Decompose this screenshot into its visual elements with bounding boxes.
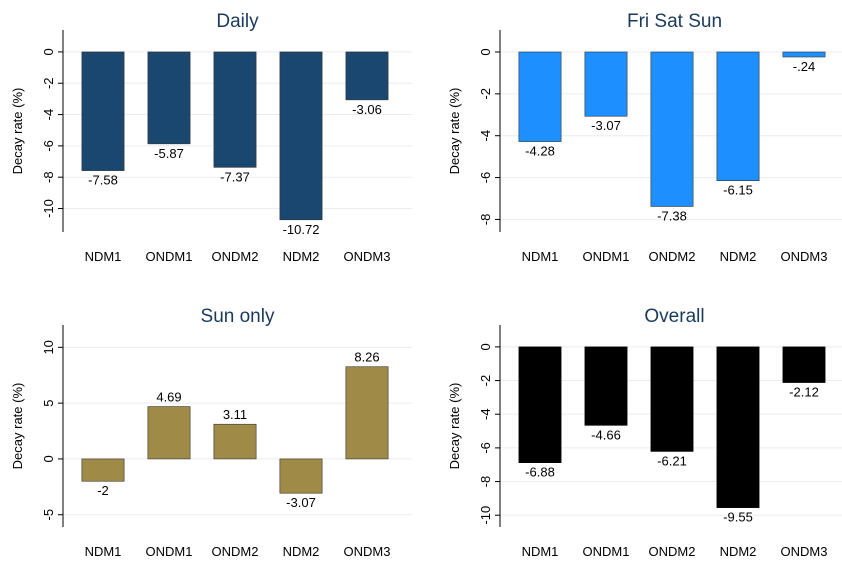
- y-axis-title: Decay rate (%): [10, 88, 25, 175]
- bar: [213, 51, 257, 168]
- data-label: -6.88: [525, 465, 555, 480]
- data-label: 3.11: [223, 407, 247, 422]
- data-label: -4.66: [591, 427, 621, 442]
- x-tick-label: NDM2: [720, 249, 757, 264]
- data-label: -7.37: [220, 169, 250, 184]
- y-tick-label: 0: [478, 48, 493, 55]
- x-tick-label: ONDM2: [649, 544, 696, 559]
- chart-panel: Fri Sat Sun Decay rate (%) 0 -2 -4 -6 -8 NDM1 -4…: [447, 11, 842, 264]
- bar: [584, 51, 628, 117]
- data-label: -7.58: [88, 173, 118, 188]
- chart-title: Fri Sat Sun: [627, 11, 722, 32]
- bar: [584, 346, 628, 426]
- bar: [782, 346, 826, 383]
- data-label: -3.07: [286, 495, 316, 510]
- y-tick-label: -8: [478, 214, 493, 226]
- bar: [81, 51, 125, 171]
- x-tick-label: ONDM1: [146, 249, 193, 264]
- bar: [716, 51, 760, 182]
- chart-title: Daily: [216, 11, 259, 32]
- chart-panel: Daily Decay rate (%) 0 -2 -4 -6 -8 -10 NDM1 -7.58…: [10, 11, 412, 264]
- x-tick-label: NDM1: [522, 249, 559, 264]
- data-label: -6.21: [657, 453, 687, 468]
- y-tick-label: -5: [41, 509, 56, 521]
- chart-title: Overall: [644, 306, 704, 327]
- bar: [782, 51, 826, 58]
- bar: [147, 406, 191, 460]
- x-tick-label: NDM1: [85, 544, 122, 559]
- y-tick-label: -4: [478, 130, 493, 142]
- y-tick-label: -10: [41, 199, 56, 218]
- data-label: 8.26: [354, 350, 379, 365]
- bar: [147, 51, 191, 145]
- bar: [650, 51, 694, 207]
- data-label: -10.72: [283, 222, 320, 237]
- x-tick-label: ONDM3: [781, 249, 828, 264]
- y-tick-label: -2: [478, 88, 493, 100]
- bar: [279, 51, 323, 221]
- data-label: -7.38: [657, 208, 687, 223]
- x-tick-label: NDM2: [283, 544, 320, 559]
- data-label: -6.15: [723, 183, 753, 198]
- bar: [518, 51, 562, 142]
- y-tick-label: -4: [478, 408, 493, 420]
- y-tick-label: 0: [41, 455, 56, 462]
- bar: [716, 346, 760, 508]
- y-tick-label: -6: [41, 140, 56, 152]
- x-tick-label: ONDM2: [212, 249, 259, 264]
- y-tick-label: -6: [478, 442, 493, 454]
- data-label: -5.87: [154, 146, 184, 161]
- x-tick-label: ONDM1: [583, 544, 630, 559]
- x-tick-label: NDM1: [85, 249, 122, 264]
- data-label: 4.69: [156, 390, 181, 405]
- chart-panel: Overall Decay rate (%) 0 -2 -4 -6 -8 -10 NDM1 -6.…: [447, 306, 842, 559]
- x-tick-label: ONDM1: [583, 249, 630, 264]
- y-tick-label: -2: [41, 77, 56, 89]
- y-axis-title: Decay rate (%): [447, 383, 462, 470]
- y-tick-label: -8: [41, 171, 56, 183]
- x-tick-label: ONDM1: [146, 544, 193, 559]
- data-label: -2.12: [789, 385, 819, 400]
- data-label: -3.07: [591, 118, 621, 133]
- x-tick-label: NDM2: [283, 249, 320, 264]
- bar: [81, 458, 125, 482]
- x-tick-label: ONDM3: [781, 544, 828, 559]
- x-tick-label: ONDM3: [344, 249, 391, 264]
- y-tick-label: 0: [478, 343, 493, 350]
- bar: [518, 346, 562, 463]
- data-label: -3.06: [352, 102, 382, 117]
- chart-panel: Sun only Decay rate (%) 10 5 0 -5 NDM1 -2 ONDM1 4…: [10, 306, 412, 559]
- y-tick-label: -10: [478, 506, 493, 525]
- data-label: -4.28: [525, 144, 555, 159]
- x-tick-label: ONDM3: [344, 544, 391, 559]
- y-tick-label: -4: [41, 109, 56, 121]
- x-tick-label: NDM1: [522, 544, 559, 559]
- bar: [213, 423, 257, 460]
- y-tick-label: 10: [41, 340, 56, 354]
- y-tick-label: 0: [41, 48, 56, 55]
- bar: [345, 51, 389, 101]
- data-label: -9.55: [723, 510, 753, 525]
- x-tick-label: ONDM2: [649, 249, 696, 264]
- y-tick-label: -8: [478, 476, 493, 488]
- x-tick-label: ONDM2: [212, 544, 259, 559]
- y-tick-label: -2: [478, 375, 493, 387]
- data-label: -2: [97, 483, 109, 498]
- bar: [650, 346, 694, 452]
- y-tick-label: 5: [41, 400, 56, 407]
- chart-title: Sun only: [201, 306, 275, 327]
- x-tick-label: NDM2: [720, 544, 757, 559]
- bar: [345, 366, 389, 460]
- y-axis-title: Decay rate (%): [10, 383, 25, 470]
- bar: [279, 458, 323, 494]
- y-axis-title: Decay rate (%): [447, 88, 462, 175]
- data-label: -.24: [793, 59, 815, 74]
- y-tick-label: -6: [478, 172, 493, 184]
